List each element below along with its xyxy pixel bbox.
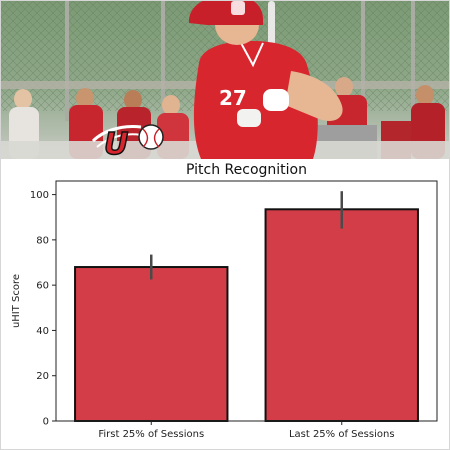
y-tick-label: 100 (30, 190, 49, 201)
batting-helmet (189, 1, 263, 25)
y-tick-label: 0 (43, 417, 49, 428)
logo-letter: U (104, 127, 128, 159)
y-tick-label: 40 (36, 326, 49, 337)
y-tick-label: 20 (36, 371, 49, 382)
wristband (237, 109, 261, 127)
jersey-number: 27 (219, 86, 247, 110)
bar-first-25-percent (74, 266, 229, 422)
bars (74, 208, 419, 423)
jersey (193, 41, 318, 159)
batter: 27 (189, 1, 343, 159)
y-tick-label: 80 (36, 235, 49, 246)
header-photo: 27 U (1, 1, 449, 159)
chart-title: Pitch Recognition (186, 162, 307, 178)
team-logo-icon: U (91, 124, 164, 159)
y-axis-label: uHIT Score (11, 274, 22, 328)
y-axis: 0 20 40 60 80 100 (30, 190, 56, 428)
y-tick-label: 60 (36, 281, 49, 292)
bar-last-25-percent (264, 208, 419, 423)
x-tick-label: First 25% of Sessions (98, 429, 204, 440)
plot-frame (55, 180, 438, 422)
batter-arm (285, 71, 343, 122)
bar-chart: Pitch Recognition uHIT Score 0 20 40 60 80 10… (11, 162, 438, 440)
chart-area: Pitch Recognition uHIT Score 0 20 40 60 80 10… (1, 159, 449, 449)
x-tick-label: Last 25% of Sessions (289, 429, 395, 440)
x-axis: First 25% of Sessions Last 25% of Session… (98, 421, 395, 440)
batting-glove (263, 89, 289, 111)
error-bars (150, 191, 343, 280)
